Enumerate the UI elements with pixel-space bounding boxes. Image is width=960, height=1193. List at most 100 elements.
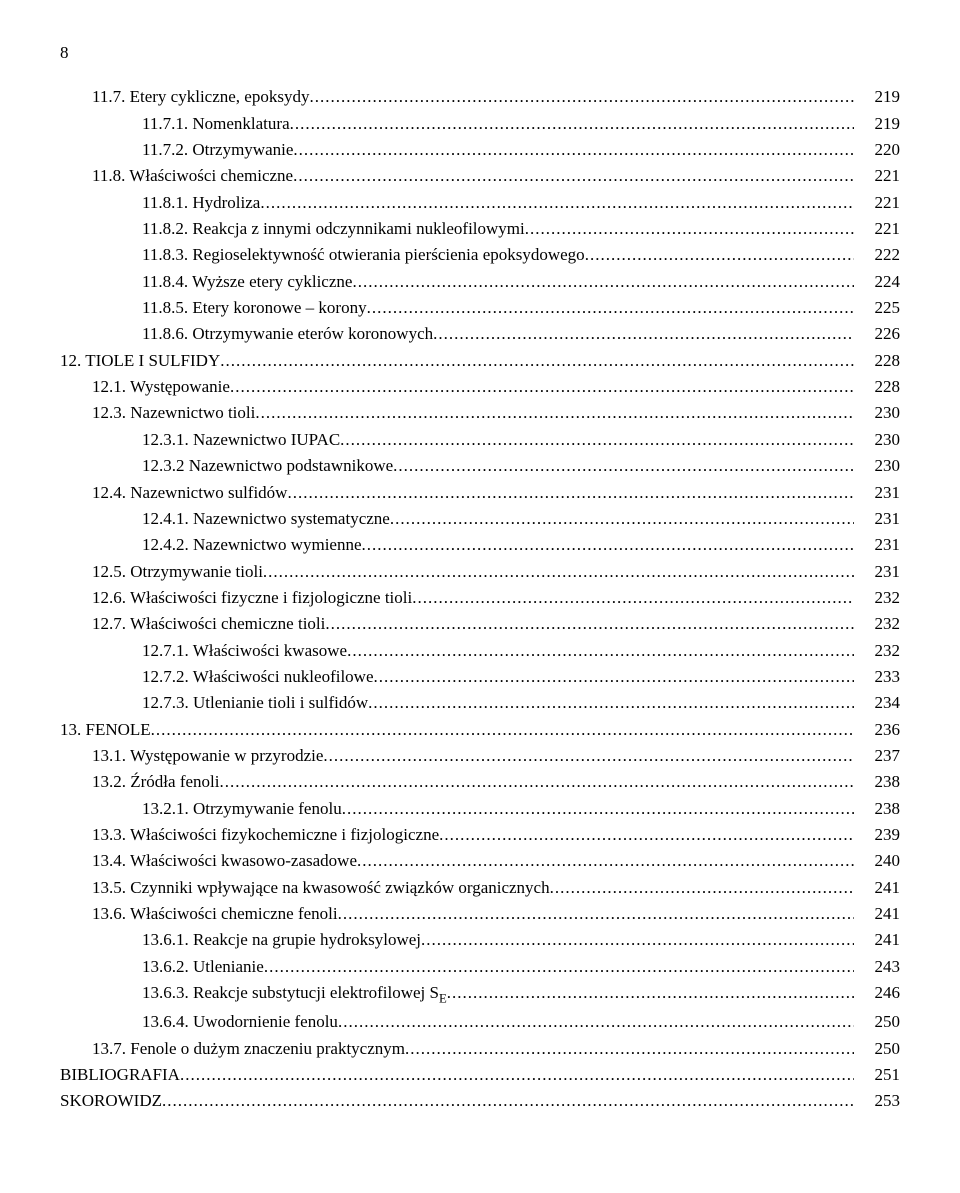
toc-entry-page: 222 [860, 242, 900, 268]
toc-leader-dots [255, 400, 854, 426]
toc-entry-label: 12.5. Otrzymywanie tioli [92, 559, 263, 585]
toc-entry: 12.7.3. Utlenianie tioli i sulfidów 234 [60, 690, 900, 716]
toc-entry: 12.4.2. Nazewnictwo wymienne 231 [60, 532, 900, 558]
toc-entry-label: 12.7. Właściwości chemiczne tioli [92, 611, 325, 637]
toc-entry-page: 236 [860, 717, 900, 743]
toc-entry-label: 13.6.1. Reakcje na grupie hydroksylowej [142, 927, 421, 953]
toc-entry-label: 11.8.5. Etery koronowe – korony [142, 295, 367, 321]
toc-entry: 13.2.1. Otrzymywanie fenolu 238 [60, 796, 900, 822]
toc-entry-page: 243 [860, 954, 900, 980]
toc-entry-label: 12.4.1. Nazewnictwo systematyczne [142, 506, 390, 532]
toc-leader-dots [357, 848, 854, 874]
toc-entry-label: 13.2. Źródła fenoli [92, 769, 219, 795]
toc-entry-page: 228 [860, 374, 900, 400]
toc-leader-dots [447, 980, 854, 1006]
toc-entry-page: 221 [860, 163, 900, 189]
toc-entry-page: 231 [860, 559, 900, 585]
toc-leader-dots [390, 506, 854, 532]
toc-entry-page: 240 [860, 848, 900, 874]
toc-entry-page: 246 [860, 980, 900, 1006]
toc-entry: 11.8.2. Reakcja z innymi odczynnikami nu… [60, 216, 900, 242]
toc-entry-page: 250 [860, 1036, 900, 1062]
toc-leader-dots [421, 927, 854, 953]
toc-leader-dots [264, 954, 854, 980]
toc-entry: 13.6. Właściwości chemiczne fenoli 241 [60, 901, 900, 927]
toc-entry-page: 241 [860, 901, 900, 927]
toc-entry-label: 13.5. Czynniki wpływające na kwasowość z… [92, 875, 550, 901]
toc-leader-dots [367, 295, 854, 321]
toc-leader-dots [260, 190, 854, 216]
toc-entry-label: 13.3. Właściwości fizykochemiczne i fizj… [92, 822, 439, 848]
toc-entry-label: BIBLIOGRAFIA [60, 1062, 180, 1088]
toc-leader-dots [405, 1036, 854, 1062]
toc-entry-label: 13.2.1. Otrzymywanie fenolu [142, 796, 342, 822]
toc-leader-dots [220, 348, 854, 374]
toc-entry-page: 238 [860, 769, 900, 795]
toc-entry: 11.8.1. Hydroliza 221 [60, 190, 900, 216]
toc-entry-page: 253 [860, 1088, 900, 1114]
toc-entry-page: 225 [860, 295, 900, 321]
toc-entry: 13.3. Właściwości fizykochemiczne i fizj… [60, 822, 900, 848]
toc-entry: 12.1. Występowanie 228 [60, 374, 900, 400]
toc-entry-page: 241 [860, 875, 900, 901]
toc-entry-label: 12.7.2. Właściwości nukleofilowe [142, 664, 374, 690]
toc-entry: 11.8.6. Otrzymywanie eterów koronowych 2… [60, 321, 900, 347]
toc-entry-page: 228 [860, 348, 900, 374]
toc-leader-dots [325, 611, 854, 637]
toc-entry-label: 12.3.2 Nazewnictwo podstawnikowe [142, 453, 393, 479]
toc-leader-dots [287, 480, 854, 506]
toc-entry-page: 224 [860, 269, 900, 295]
toc-leader-dots [340, 427, 854, 453]
toc-leader-dots [230, 374, 854, 400]
toc-entry: 12.3.2 Nazewnictwo podstawnikowe 230 [60, 453, 900, 479]
toc-leader-dots [323, 743, 854, 769]
toc-leader-dots [550, 875, 854, 901]
toc-entry: 11.7.1. Nomenklatura 219 [60, 111, 900, 137]
toc-entry-page: 230 [860, 400, 900, 426]
toc-entry: 12.4.1. Nazewnictwo systematyczne 231 [60, 506, 900, 532]
toc-entry-label: 12.1. Występowanie [92, 374, 230, 400]
toc-entry-page: 231 [860, 480, 900, 506]
toc-leader-dots [439, 822, 854, 848]
page-number: 8 [60, 40, 900, 66]
toc-entry: 13.7. Fenole o dużym znaczeniu praktyczn… [60, 1036, 900, 1062]
toc-entry-label: 13.1. Występowanie w przyrodzie [92, 743, 323, 769]
toc-entry-label: 12.4.2. Nazewnictwo wymienne [142, 532, 362, 558]
toc-entry: 12.7.2. Właściwości nukleofilowe 233 [60, 664, 900, 690]
toc-entry: BIBLIOGRAFIA 251 [60, 1062, 900, 1088]
toc-entry-label: 11.8.4. Wyższe etery cykliczne [142, 269, 352, 295]
toc-entry: 11.7.2. Otrzymywanie 220 [60, 137, 900, 163]
toc-entry: 12.4. Nazewnictwo sulfidów 231 [60, 480, 900, 506]
toc-entry: 12.7. Właściwości chemiczne tioli 232 [60, 611, 900, 637]
toc-entry-subscript: E [439, 991, 447, 1005]
toc-leader-dots [362, 532, 854, 558]
toc-entry-label: 11.8. Właściwości chemiczne [92, 163, 293, 189]
toc-entry: 11.8.5. Etery koronowe – korony 225 [60, 295, 900, 321]
toc-entry-page: 232 [860, 611, 900, 637]
toc-entry-label: 12.3.1. Nazewnictwo IUPAC [142, 427, 340, 453]
toc-entry: 11.7. Etery cykliczne, epoksydy 219 [60, 84, 900, 110]
toc-entry-page: 231 [860, 532, 900, 558]
toc-entry: 13.6.4. Uwodornienie fenolu 250 [60, 1009, 900, 1035]
toc-entry-label: 11.8.3. Regioselektywność otwierania pie… [142, 242, 585, 268]
toc-entry-label: 11.8.2. Reakcja z innymi odczynnikami nu… [142, 216, 525, 242]
toc-entry: 11.8. Właściwości chemiczne 221 [60, 163, 900, 189]
toc-entry: 12.6. Właściwości fizyczne i fizjologicz… [60, 585, 900, 611]
toc-entry-page: 219 [860, 84, 900, 110]
toc-entry-label: 11.7.1. Nomenklatura [142, 111, 290, 137]
toc-entry: SKOROWIDZ 253 [60, 1088, 900, 1114]
toc-entry: 12.3. Nazewnictwo tioli 230 [60, 400, 900, 426]
toc-leader-dots [180, 1062, 854, 1088]
toc-entry-label: 11.7.2. Otrzymywanie [142, 137, 293, 163]
toc-leader-dots [162, 1088, 854, 1114]
toc-entry: 13.1. Występowanie w przyrodzie 237 [60, 743, 900, 769]
toc-leader-dots [293, 163, 854, 189]
toc-entry: 13.6.2. Utlenianie 243 [60, 954, 900, 980]
toc-leader-dots [433, 321, 854, 347]
toc-leader-dots [151, 717, 854, 743]
toc-entry-label: 13.6.2. Utlenianie [142, 954, 264, 980]
toc-entry-label: 13.6.4. Uwodornienie fenolu [142, 1009, 338, 1035]
table-of-contents: 11.7. Etery cykliczne, epoksydy 21911.7.… [60, 84, 900, 1114]
toc-entry-label: 12.4. Nazewnictwo sulfidów [92, 480, 287, 506]
toc-entry-page: 239 [860, 822, 900, 848]
